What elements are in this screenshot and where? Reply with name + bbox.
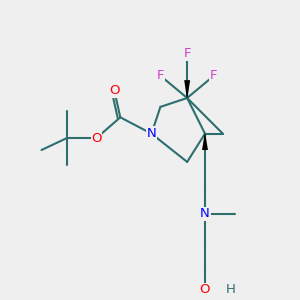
- Text: O: O: [109, 84, 120, 97]
- Text: O: O: [200, 283, 210, 296]
- Polygon shape: [202, 134, 208, 150]
- Text: H: H: [226, 283, 236, 296]
- Text: F: F: [210, 69, 218, 82]
- Text: O: O: [91, 132, 102, 145]
- Polygon shape: [184, 80, 190, 98]
- Text: N: N: [147, 127, 156, 140]
- Text: F: F: [183, 47, 191, 60]
- Text: N: N: [200, 207, 210, 220]
- Text: F: F: [157, 69, 164, 82]
